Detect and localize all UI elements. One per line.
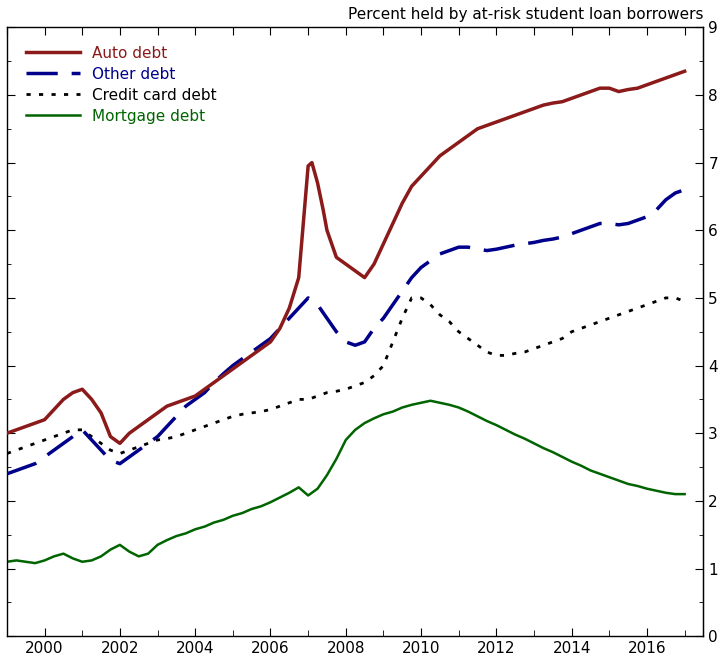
Text: Percent held by at-risk student loan borrowers: Percent held by at-risk student loan bor…: [348, 7, 703, 22]
Legend: Auto debt, Other debt, Credit card debt, Mortgage debt: Auto debt, Other debt, Credit card debt,…: [22, 41, 221, 129]
